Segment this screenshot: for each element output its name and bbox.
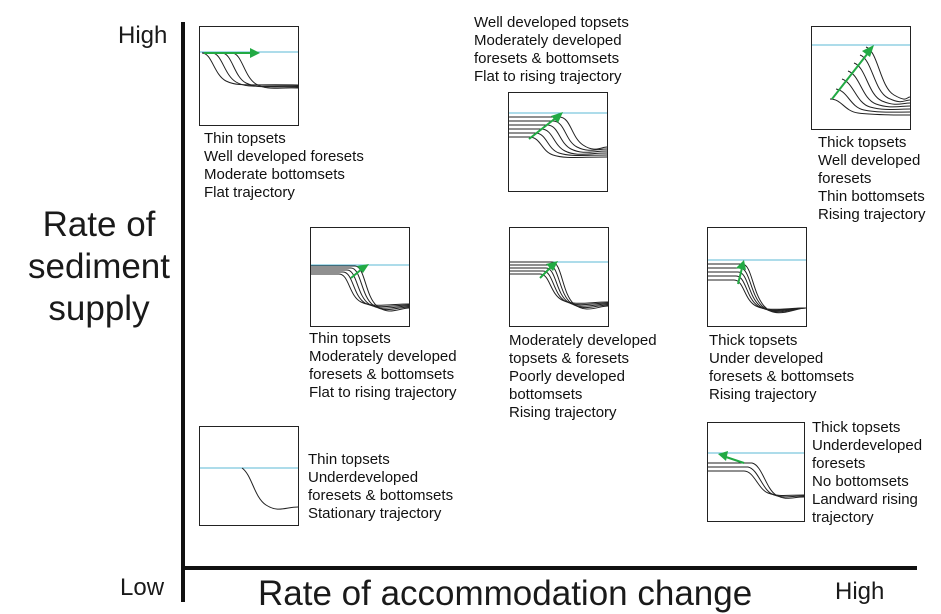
description-line: Moderate bottomsets <box>204 166 345 183</box>
description-line: foresets & bottomsets <box>309 366 455 383</box>
y-axis-line <box>181 22 185 602</box>
clinoform-diagram <box>311 264 409 312</box>
y-axis-low-label: Low <box>120 574 165 601</box>
panel-description: Thick topsets Under developed foresets &… <box>709 332 854 404</box>
description-line: Thick topsets <box>818 134 907 151</box>
description-line: Well developed foresets <box>204 148 364 165</box>
panel-description: Thick topsets Well developed foresets Th… <box>818 134 926 224</box>
clinoform-diagram <box>200 48 298 89</box>
description-line: Moderately developed <box>509 332 657 349</box>
description-line: Rising trajectory <box>818 206 926 223</box>
panel-description: Thin topsets Underdeveloped foresets & b… <box>308 451 453 523</box>
description-line: bottomsets <box>509 386 583 403</box>
description-line: Underdeveloped <box>812 437 923 454</box>
y-axis-title-line: sediment <box>27 247 171 286</box>
description-line: Thin topsets <box>204 130 286 147</box>
description-line: Rising trajectory <box>709 386 817 403</box>
clinoform-diagram <box>510 261 608 310</box>
description-line: Thin bottomsets <box>818 188 925 205</box>
x-axis-line <box>181 566 917 570</box>
clinoform-diagram <box>812 44 910 116</box>
clinoform-diagram <box>200 467 298 510</box>
description-line: trajectory <box>812 509 874 526</box>
description-line: Flat to rising trajectory <box>474 68 622 85</box>
panel-landward-rising-trajectory <box>707 422 805 522</box>
panel-flat-to-rising-trajectory <box>310 227 410 327</box>
description-line: Flat to rising trajectory <box>309 384 457 401</box>
description-line: Well developed topsets <box>474 14 629 31</box>
panel-rising-trajectory <box>707 227 807 327</box>
y-axis-title-line: Rate of <box>42 205 156 244</box>
description-line: Thick topsets <box>812 419 901 436</box>
description-line: Thin topsets <box>309 330 391 347</box>
description-line: Flat trajectory <box>204 184 295 201</box>
description-line: Thin topsets <box>308 451 390 468</box>
panel-description: Moderately developed topsets & foresets … <box>509 332 657 422</box>
panel-description: Thin topsets Well developed foresets Mod… <box>204 130 364 202</box>
panel-flat-trajectory <box>199 26 299 126</box>
description-line: Well developed <box>818 152 921 169</box>
description-line: foresets & bottomsets <box>709 368 855 385</box>
description-line: foresets <box>818 170 872 187</box>
clinoform-diagram <box>708 259 806 314</box>
description-line: Poorly developed <box>509 368 625 385</box>
description-line: Landward rising <box>812 491 918 508</box>
description-line: Rising trajectory <box>509 404 617 421</box>
description-line: Moderately developed <box>309 348 457 365</box>
panel-flat-to-rising-trajectory <box>508 92 608 192</box>
description-line: Thick topsets <box>709 332 798 349</box>
description-line: foresets & bottomsets <box>474 50 620 67</box>
panel-rising-trajectory <box>811 26 911 130</box>
description-line: topsets & foresets <box>509 350 630 367</box>
description-line: Moderately developed <box>474 32 622 49</box>
x-axis-title: Rate of accommodation change <box>258 574 753 613</box>
panel-rising-trajectory <box>509 227 609 327</box>
y-axis-high-label: High <box>118 22 168 49</box>
panel-stationary-trajectory <box>199 426 299 526</box>
x-axis-high-label: High <box>835 578 885 605</box>
description-line: Stationary trajectory <box>308 505 442 522</box>
y-axis-title: Rate of sediment supply <box>14 204 184 330</box>
y-axis-title-line: supply <box>48 289 150 328</box>
panel-description: Thin topsets Moderately developed forese… <box>309 330 457 402</box>
description-line: Under developed <box>709 350 824 367</box>
description-line: foresets <box>812 455 866 472</box>
description-line: No bottomsets <box>812 473 909 490</box>
clinoform-diagram <box>708 451 804 499</box>
description-line: foresets & bottomsets <box>308 487 454 504</box>
description-line: Underdeveloped <box>308 469 419 486</box>
panel-description: Well developed topsets Moderately develo… <box>474 14 629 86</box>
clinoform-diagram <box>509 112 607 158</box>
panel-description: Thick topsets Underdeveloped foresets No… <box>812 419 922 527</box>
